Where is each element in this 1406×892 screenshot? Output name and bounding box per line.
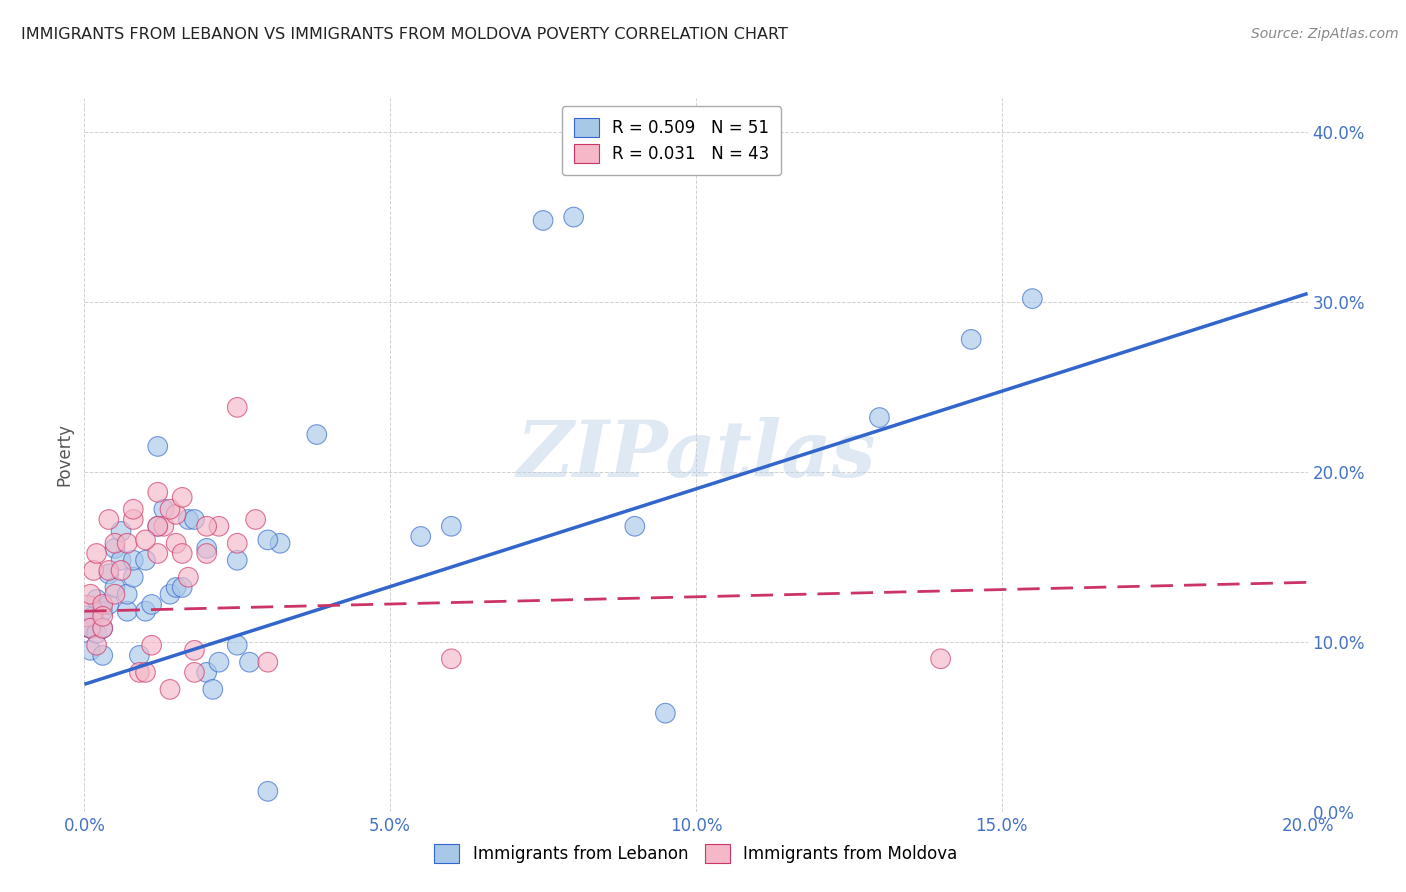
Point [146,546,169,560]
Point [869,410,891,425]
Point [172,546,194,560]
Point [177,570,200,584]
Point [83,609,105,624]
Point [128,648,150,663]
Point [79,587,101,601]
Point [305,427,328,442]
Point [91,621,114,635]
Point [122,512,145,526]
Point [624,519,647,533]
Point [97,564,120,578]
Point [165,536,187,550]
Point [76,615,98,629]
Point [208,655,231,669]
Point [104,536,127,550]
Point [269,536,291,550]
Point [165,581,187,595]
Point [104,587,127,601]
Point [146,519,169,533]
Point [104,541,127,556]
Point [960,332,983,346]
Point [86,546,108,560]
Point [86,626,108,640]
Point [226,536,249,550]
Point [141,598,163,612]
Point [238,655,260,669]
Text: ZIPatlas: ZIPatlas [516,417,876,493]
Point [183,512,205,526]
Point [562,210,585,224]
Point [79,643,101,657]
Point [86,592,108,607]
Point [146,485,169,500]
Legend: Immigrants from Lebanon, Immigrants from Moldova: Immigrants from Lebanon, Immigrants from… [426,835,966,871]
Point [159,587,181,601]
Point [115,536,138,550]
Point [104,581,127,595]
Point [135,553,157,567]
Point [531,213,554,227]
Point [135,665,157,680]
Point [91,621,114,635]
Point [76,604,98,618]
Text: IMMIGRANTS FROM LEBANON VS IMMIGRANTS FROM MOLDOVA POVERTY CORRELATION CHART: IMMIGRANTS FROM LEBANON VS IMMIGRANTS FR… [21,27,787,42]
Point [97,566,120,581]
Point [135,604,157,618]
Point [929,652,952,666]
Text: Source: ZipAtlas.com: Source: ZipAtlas.com [1251,27,1399,41]
Point [122,553,145,567]
Point [115,587,138,601]
Point [208,519,231,533]
Point [110,524,132,539]
Point [440,652,463,666]
Point [110,564,132,578]
Point [409,529,432,543]
Point [122,502,145,516]
Point [172,581,194,595]
Y-axis label: Poverty: Poverty [55,424,73,486]
Point [122,570,145,584]
Point [159,502,181,516]
Point [83,564,105,578]
Point [195,665,218,680]
Point [195,541,218,556]
Point [97,512,120,526]
Point [257,784,280,798]
Point [165,508,187,522]
Point [91,648,114,663]
Point [97,598,120,612]
Point [245,512,267,526]
Point [91,598,114,612]
Point [226,553,249,567]
Point [115,604,138,618]
Point [177,512,200,526]
Point [153,502,176,516]
Point [79,621,101,635]
Point [153,519,176,533]
Point [654,706,676,721]
Point [172,491,194,505]
Point [128,665,150,680]
Point [91,609,114,624]
Point [440,519,463,533]
Point [226,638,249,652]
Point [79,621,101,635]
Point [183,665,205,680]
Point [257,655,280,669]
Point [91,604,114,618]
Point [135,533,157,547]
Point [226,401,249,415]
Point [195,519,218,533]
Point [257,533,280,547]
Point [110,553,132,567]
Point [1021,292,1043,306]
Point [159,682,181,697]
Point [86,638,108,652]
Point [183,643,205,657]
Point [141,638,163,652]
Point [146,439,169,453]
Point [146,519,169,533]
Point [201,682,224,697]
Point [195,546,218,560]
